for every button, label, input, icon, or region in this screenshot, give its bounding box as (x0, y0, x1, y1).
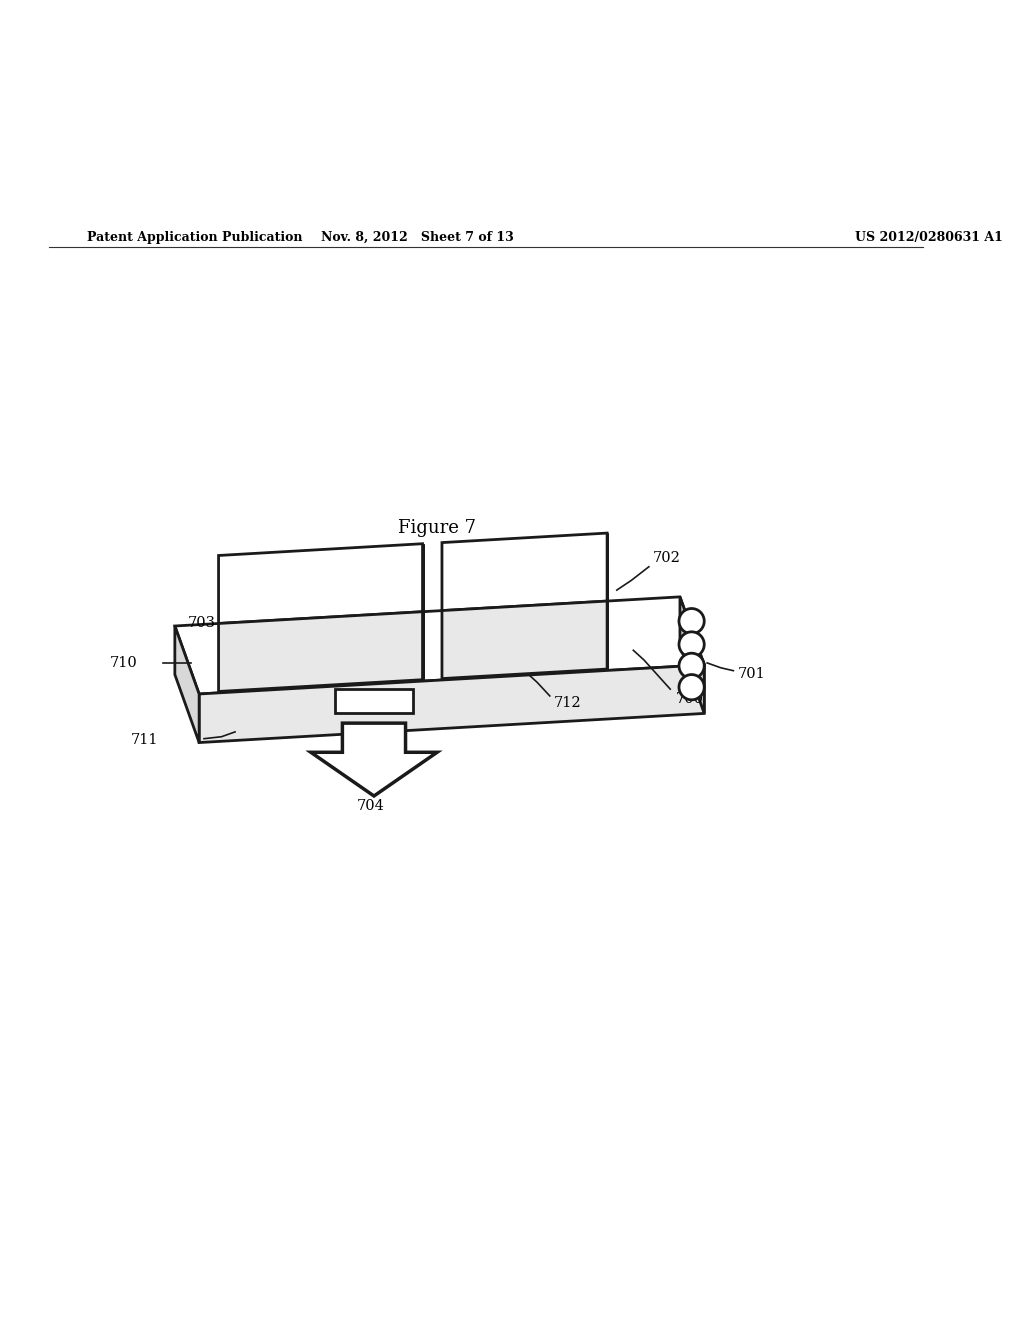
Text: 711: 711 (131, 733, 159, 747)
Polygon shape (680, 597, 705, 713)
Polygon shape (442, 533, 607, 611)
Text: 704: 704 (357, 799, 385, 813)
Polygon shape (311, 723, 437, 796)
Circle shape (679, 653, 705, 678)
Text: Figure 7: Figure 7 (398, 519, 476, 537)
Polygon shape (199, 665, 705, 743)
Polygon shape (442, 601, 607, 678)
Circle shape (679, 609, 705, 634)
Text: Nov. 8, 2012   Sheet 7 of 13: Nov. 8, 2012 Sheet 7 of 13 (322, 231, 514, 244)
Text: 712: 712 (554, 696, 582, 710)
Text: 703: 703 (187, 616, 216, 630)
Polygon shape (175, 597, 705, 694)
Text: 702: 702 (652, 550, 681, 565)
Polygon shape (218, 611, 423, 692)
Text: Patent Application Publication: Patent Application Publication (87, 231, 303, 244)
Text: US 2012/0280631 A1: US 2012/0280631 A1 (855, 231, 1002, 244)
Bar (335, 689, 413, 713)
Circle shape (679, 675, 705, 700)
Circle shape (679, 632, 705, 657)
Polygon shape (175, 626, 199, 743)
Text: 700: 700 (676, 692, 705, 706)
Text: 701: 701 (738, 667, 766, 681)
Polygon shape (218, 544, 423, 623)
Text: 710: 710 (111, 656, 138, 671)
